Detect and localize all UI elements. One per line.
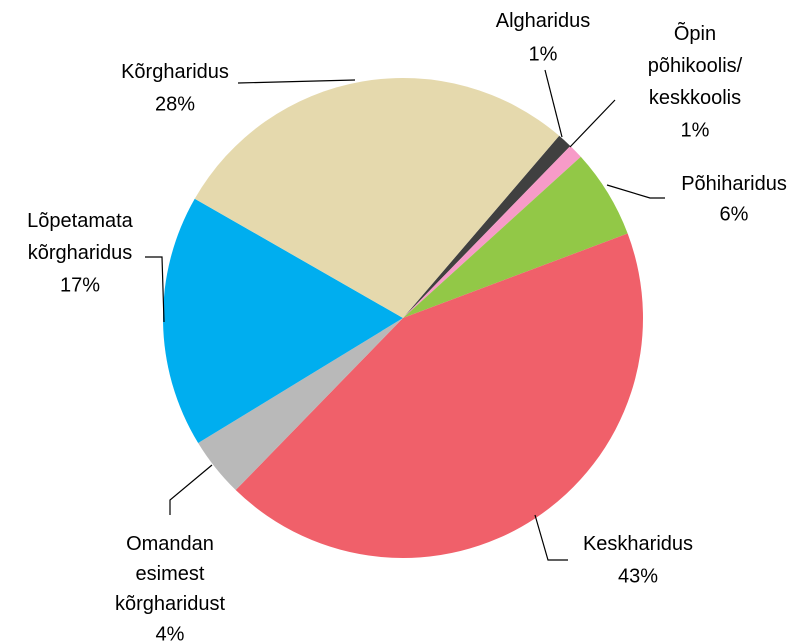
slices (163, 77, 644, 559)
value-label: 6% (720, 203, 749, 225)
category-label: Keskharidus (583, 533, 693, 555)
category-label: Põhiharidus (681, 173, 787, 195)
leader-line (606, 184, 665, 199)
leader-line (169, 464, 213, 515)
category-label: Õpin põhikoolis/keskkoolis (648, 21, 743, 109)
category-label: Lõpetamata kõrgharidus (27, 210, 134, 264)
value-label: 1% (681, 119, 710, 141)
leader-lines (145, 69, 665, 561)
value-label: 17% (60, 274, 100, 296)
value-label: 28% (155, 93, 195, 115)
pie-slice (403, 156, 628, 318)
leader-line (145, 256, 165, 323)
pie-slice (403, 145, 581, 318)
category-label: Algharidus (496, 10, 591, 32)
value-label: 4% (156, 623, 185, 642)
value-label: 1% (529, 43, 558, 65)
category-label: Kõrgharidus (121, 61, 229, 83)
leader-line (544, 69, 563, 138)
pie-slice (235, 233, 644, 559)
leader-line (534, 514, 568, 561)
category-label: Omandan esimest kõrgharidust (115, 533, 226, 615)
pie-slice (403, 135, 571, 318)
pie-slice (194, 77, 560, 319)
leader-line (569, 99, 616, 148)
pie-slice (198, 318, 403, 491)
pie-slice (163, 198, 403, 444)
labels: Algharidus 1% Õpin põhikoolis/keskkoolis 1% P… (27, 10, 787, 642)
value-label: 43% (618, 565, 658, 587)
leader-line (237, 79, 356, 84)
